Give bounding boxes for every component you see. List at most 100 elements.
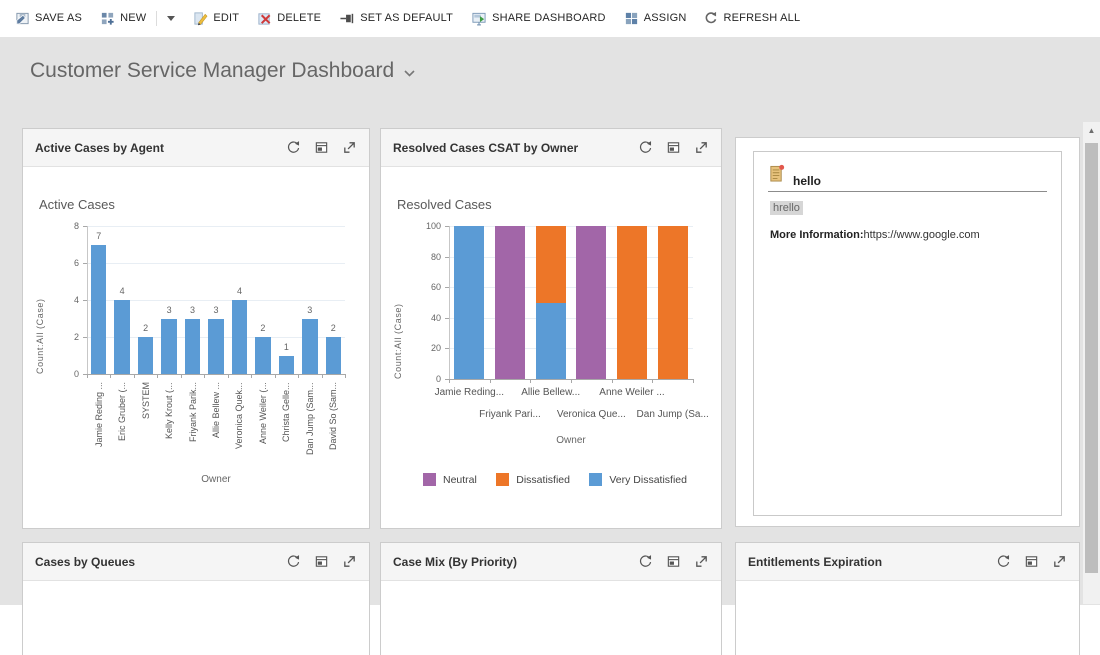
y-tick-label: 100 (425, 221, 441, 231)
y-tick-mark (83, 263, 87, 264)
expand-icon[interactable] (342, 554, 357, 569)
bar-value-label: 4 (119, 286, 125, 296)
dashboard-selector[interactable]: Customer Service Manager Dashboard (30, 59, 415, 83)
x-axis-title: Owner (201, 474, 231, 485)
bar-segment[interactable] (114, 300, 130, 374)
scroll-up-button[interactable]: ▲ (1083, 122, 1100, 139)
refresh-icon (704, 11, 718, 25)
bar-segment[interactable] (325, 337, 341, 374)
x-category-label: Veronica Quek... (234, 382, 245, 449)
delete-label: DELETE (277, 12, 322, 24)
new-button[interactable]: NEW (91, 5, 155, 31)
x-tick-mark (345, 374, 346, 378)
x-tick-mark (652, 379, 654, 383)
y-tick-mark (83, 337, 87, 338)
bar-segment[interactable] (255, 337, 271, 374)
x-category-label: Friyank Parik... (187, 382, 198, 443)
refresh-all-label: REFRESH ALL (723, 12, 801, 24)
bar-segment[interactable] (535, 302, 566, 379)
bar-segment[interactable] (208, 318, 224, 374)
bar-segment[interactable] (231, 300, 248, 374)
y-tick-mark (445, 379, 449, 380)
scrollbar-thumb[interactable] (1085, 143, 1098, 573)
x-category-label: SYSTEM (140, 382, 151, 420)
x-tick-mark (693, 379, 694, 383)
legend-item: Dissatisfied (496, 473, 570, 486)
x-category-label: Anne Weiler (... (257, 382, 268, 444)
save-as-button[interactable]: SAVE AS (6, 5, 91, 31)
x-tick-mark (157, 374, 159, 378)
refresh-icon[interactable] (638, 554, 653, 569)
refresh-all-button[interactable]: REFRESH ALL (695, 5, 809, 31)
refresh-icon[interactable] (996, 554, 1011, 569)
y-tick-mark (83, 226, 87, 227)
expand-icon[interactable] (1052, 554, 1067, 569)
dashboard-content: Customer Service Manager Dashboard Activ… (0, 37, 1100, 655)
bar-segment[interactable] (576, 226, 607, 379)
bar-segment[interactable] (302, 318, 318, 374)
delete-icon (257, 11, 272, 26)
y-tick-label: 60 (430, 282, 441, 293)
refresh-icon[interactable] (286, 140, 301, 155)
x-tick-mark (274, 374, 276, 378)
bar-segment[interactable] (616, 226, 648, 379)
x-tick-mark (180, 374, 182, 378)
share-dashboard-label: SHARE DASHBOARD (492, 12, 606, 24)
bar-segment[interactable] (657, 226, 688, 379)
more-info-label: More Information: (770, 229, 864, 241)
assign-icon (624, 11, 639, 26)
x-category-label: Veronica Que... (556, 409, 626, 420)
panel-actions (996, 554, 1067, 569)
gridline (449, 226, 693, 227)
resolved-cases-chart: Resolved Cases Count:All (Case) 0 20 40 60 80 1… (381, 167, 721, 486)
bar-segment[interactable] (278, 355, 295, 374)
bar-segment[interactable] (137, 337, 154, 374)
y-tick-label: 20 (430, 343, 441, 354)
active-cases-chart: Active Cases Count:All (Case) 0 2 4 6 8 7 Jamie … (23, 167, 369, 486)
panel-header: Case Mix (By Priority) (381, 543, 721, 581)
refresh-icon[interactable] (638, 140, 653, 155)
data-grid-icon[interactable] (1024, 554, 1039, 569)
x-tick-mark (204, 374, 206, 378)
expand-icon[interactable] (694, 554, 709, 569)
x-category-label: Kelly Krout (... (164, 382, 175, 439)
panel-actions (286, 554, 357, 569)
data-grid-icon[interactable] (314, 554, 329, 569)
panel-title: Resolved Cases CSAT by Owner (393, 140, 579, 155)
panel-actions (286, 140, 357, 155)
refresh-icon[interactable] (286, 554, 301, 569)
legend-swatch (496, 473, 510, 486)
expand-icon[interactable] (342, 140, 357, 155)
new-dropdown-button[interactable] (158, 5, 184, 31)
data-grid-icon[interactable] (314, 140, 329, 155)
bar-segment[interactable] (494, 226, 526, 379)
bar-segment[interactable] (90, 244, 107, 374)
bar-segment[interactable] (161, 318, 177, 374)
edit-pencil-icon (193, 11, 208, 26)
note-icon (768, 164, 785, 188)
bar-segment[interactable] (184, 318, 201, 374)
panel-header: Resolved Cases CSAT by Owner (381, 129, 721, 167)
save-as-label: SAVE AS (35, 12, 83, 24)
y-tick-mark (445, 348, 449, 350)
panel-header: Cases by Queues (23, 543, 369, 581)
bar-segment[interactable] (535, 226, 566, 303)
delete-button[interactable]: DELETE (248, 5, 330, 31)
y-tick-label: 80 (430, 251, 441, 262)
bar-value-label: 3 (166, 304, 172, 315)
panel-resolved-cases-csat: Resolved Cases CSAT by Owner Resolved Ca… (380, 128, 722, 529)
bar-segment[interactable] (454, 226, 485, 379)
y-tick-label: 0 (73, 369, 79, 379)
y-tick-label: 4 (73, 295, 79, 305)
x-tick-mark (321, 374, 323, 378)
x-category-label: Friyank Pari... (479, 409, 541, 420)
data-grid-icon[interactable] (666, 554, 681, 569)
share-dashboard-button[interactable]: SHARE DASHBOARD (462, 5, 615, 31)
set-as-default-button[interactable]: SET AS DEFAULT (330, 5, 462, 31)
expand-icon[interactable] (694, 140, 709, 155)
assign-button[interactable]: ASSIGN (615, 5, 696, 31)
edit-button[interactable]: EDIT (184, 5, 248, 31)
panel-active-cases-by-agent: Active Cases by Agent Active Cases Count:… (22, 128, 370, 529)
data-grid-icon[interactable] (666, 140, 681, 155)
vertical-scrollbar[interactable]: ▲ (1083, 122, 1100, 604)
